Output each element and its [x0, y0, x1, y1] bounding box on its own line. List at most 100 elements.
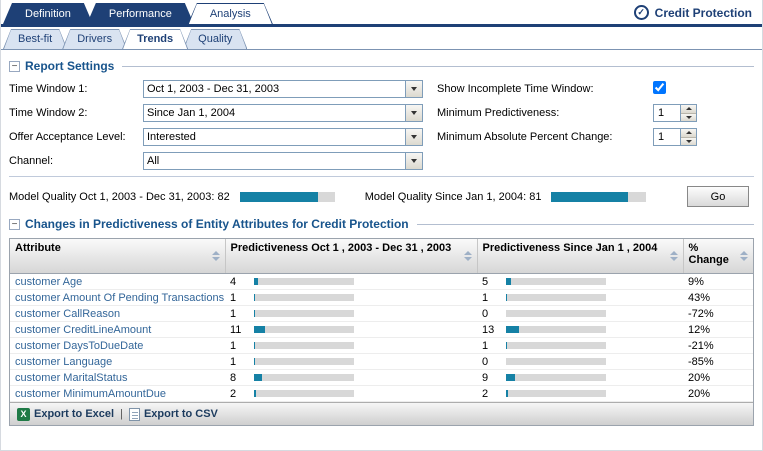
predictiveness-1-bar	[254, 358, 354, 365]
stepper-value[interactable]: 1	[653, 128, 681, 146]
table-row: customer MinimumAmountDue 2 2 20%	[10, 385, 753, 402]
predictiveness-1-value: 1	[230, 307, 237, 320]
tab-bar-underline	[1, 24, 762, 27]
predictiveness-1-bar	[254, 310, 354, 317]
min-predictiveness-stepper[interactable]: 1	[653, 104, 699, 122]
collapse-icon[interactable]: −	[9, 218, 20, 230]
section-rule	[416, 223, 754, 225]
column-header-predictiveness-2[interactable]: Predictiveness Since Jan 1 , 2004	[477, 239, 684, 274]
predictiveness-2-bar	[506, 342, 606, 349]
predictiveness-1-value: 1	[230, 291, 237, 304]
tab-definition[interactable]: Definition	[3, 3, 93, 24]
combo-value: Since Jan 1, 2004	[147, 107, 236, 119]
tab-label: Performance	[108, 7, 172, 20]
table-row: customer DaysToDueDate 1 1 -21%	[10, 337, 753, 354]
attribute-link[interactable]: customer MaritalStatus	[10, 369, 225, 386]
subtab-label: Quality	[198, 33, 233, 45]
column-header-percent-change[interactable]: % Change	[683, 239, 753, 274]
dropdown-arrow-icon[interactable]	[405, 105, 422, 121]
stepper-value[interactable]: 1	[653, 104, 681, 122]
sort-icon[interactable]	[740, 251, 748, 261]
predictiveness-1-bar	[254, 294, 354, 301]
attribute-link[interactable]: customer Amount Of Pending Transactions	[10, 289, 225, 306]
predictiveness-1-bar	[254, 374, 354, 381]
subtab-drivers[interactable]: Drivers	[62, 29, 127, 49]
tab-shape	[3, 3, 93, 24]
subtab-label: Best-fit	[18, 33, 53, 45]
export-csv-button[interactable]: Export to CSV	[128, 407, 218, 421]
predictiveness-1-bar	[254, 326, 354, 333]
dropdown-arrow-icon[interactable]	[405, 81, 422, 97]
sub-tab-bar: Best-fit Drivers Trends Quality	[1, 27, 762, 50]
subtab-trends[interactable]: Trends	[122, 29, 188, 49]
predictiveness-1-value: 11	[230, 323, 242, 336]
percent-change-value: 12%	[683, 321, 753, 338]
predictiveness-1-value: 1	[230, 339, 237, 352]
attribute-link[interactable]: customer Age	[10, 273, 225, 290]
report-settings-header: − Report Settings	[9, 59, 754, 73]
predictiveness-1-bar	[254, 278, 354, 285]
predictiveness-2-value: 2	[482, 387, 489, 400]
percent-change-value: 20%	[683, 385, 753, 402]
show-incomplete-checkbox[interactable]	[653, 81, 666, 94]
dropdown-arrow-icon[interactable]	[405, 153, 422, 169]
attribute-link[interactable]: customer DaysToDueDate	[10, 337, 225, 354]
spinner-up-icon[interactable]	[681, 129, 696, 138]
column-header-predictiveness-1[interactable]: Predictiveness Oct 1 , 2003 - Dec 31 , 2…	[225, 239, 478, 274]
predictiveness-2-value: 1	[482, 339, 489, 352]
time-window-1-select[interactable]: Oct 1, 2003 - Dec 31, 2003	[143, 80, 423, 98]
sort-icon[interactable]	[669, 251, 678, 261]
table-row: customer CallReason 1 0 -72%	[10, 305, 753, 322]
attribute-link[interactable]: customer CallReason	[10, 305, 225, 322]
tab-analysis[interactable]: Analysis	[188, 3, 273, 24]
main-content: − Report Settings Time Window 1: Oct 1, …	[1, 50, 762, 426]
dropdown-arrow-icon[interactable]	[405, 129, 422, 145]
predictiveness-1-value: 8	[230, 371, 237, 384]
predictiveness-2-value: 0	[482, 355, 489, 368]
excel-icon: X	[17, 407, 30, 421]
table-footer: X Export to Excel | Export to CSV	[10, 402, 753, 425]
model-quality-1-bar	[239, 191, 335, 202]
attribute-link[interactable]: customer MinimumAmountDue	[10, 385, 225, 402]
subtab-quality[interactable]: Quality	[183, 29, 247, 49]
attribute-link[interactable]: customer CreditLineAmount	[10, 321, 225, 338]
tab-label: Analysis	[209, 7, 251, 20]
predictiveness-2-value: 13	[482, 323, 495, 336]
model-quality-2-label: Model Quality Since Jan 1, 2004: 81	[364, 190, 542, 203]
brand-title: Credit Protection	[654, 5, 752, 20]
percent-change-value: -72%	[683, 305, 753, 322]
predictiveness-2-bar	[506, 374, 606, 381]
spinner-down-icon[interactable]	[681, 137, 696, 145]
offer-acceptance-level-select[interactable]: Interested	[143, 128, 423, 146]
spinner-up-icon[interactable]	[681, 105, 696, 114]
section-title: Report Settings	[25, 59, 115, 73]
predictiveness-2-value: 0	[482, 307, 489, 320]
percent-change-value: -85%	[683, 353, 753, 370]
tab-shape	[87, 3, 194, 24]
sort-icon[interactable]	[211, 251, 220, 261]
changes-section-header: − Changes in Predictiveness of Entity At…	[9, 217, 754, 231]
spinner-down-icon[interactable]	[681, 113, 696, 121]
time-window-2-label: Time Window 2:	[9, 107, 88, 119]
percent-change-value: 20%	[683, 369, 753, 386]
min-abs-percent-change-stepper[interactable]: 1	[653, 128, 699, 146]
export-excel-button[interactable]: X Export to Excel	[17, 407, 114, 421]
check-circle-icon: ✓	[633, 5, 649, 20]
predictiveness-1-value: 2	[230, 387, 237, 400]
table-row: customer Age 4 5 9%	[10, 273, 753, 290]
go-button[interactable]: Go	[687, 186, 749, 207]
sort-icon[interactable]	[463, 251, 472, 261]
channel-select[interactable]: All	[143, 152, 423, 170]
time-window-2-select[interactable]: Since Jan 1, 2004	[143, 104, 423, 122]
offer-acceptance-level-label: Offer Acceptance Level:	[9, 131, 126, 143]
predictiveness-2-bar	[506, 390, 606, 397]
predictiveness-2-bar	[506, 294, 606, 301]
subtab-best-fit[interactable]: Best-fit	[3, 29, 67, 49]
predictiveness-1-value: 1	[230, 355, 237, 368]
column-header-attribute[interactable]: Attribute	[10, 239, 226, 274]
predictiveness-2-value: 9	[482, 371, 489, 384]
collapse-icon[interactable]: −	[9, 60, 20, 72]
attribute-link[interactable]: customer Language	[10, 353, 225, 370]
tab-performance[interactable]: Performance	[87, 3, 194, 24]
